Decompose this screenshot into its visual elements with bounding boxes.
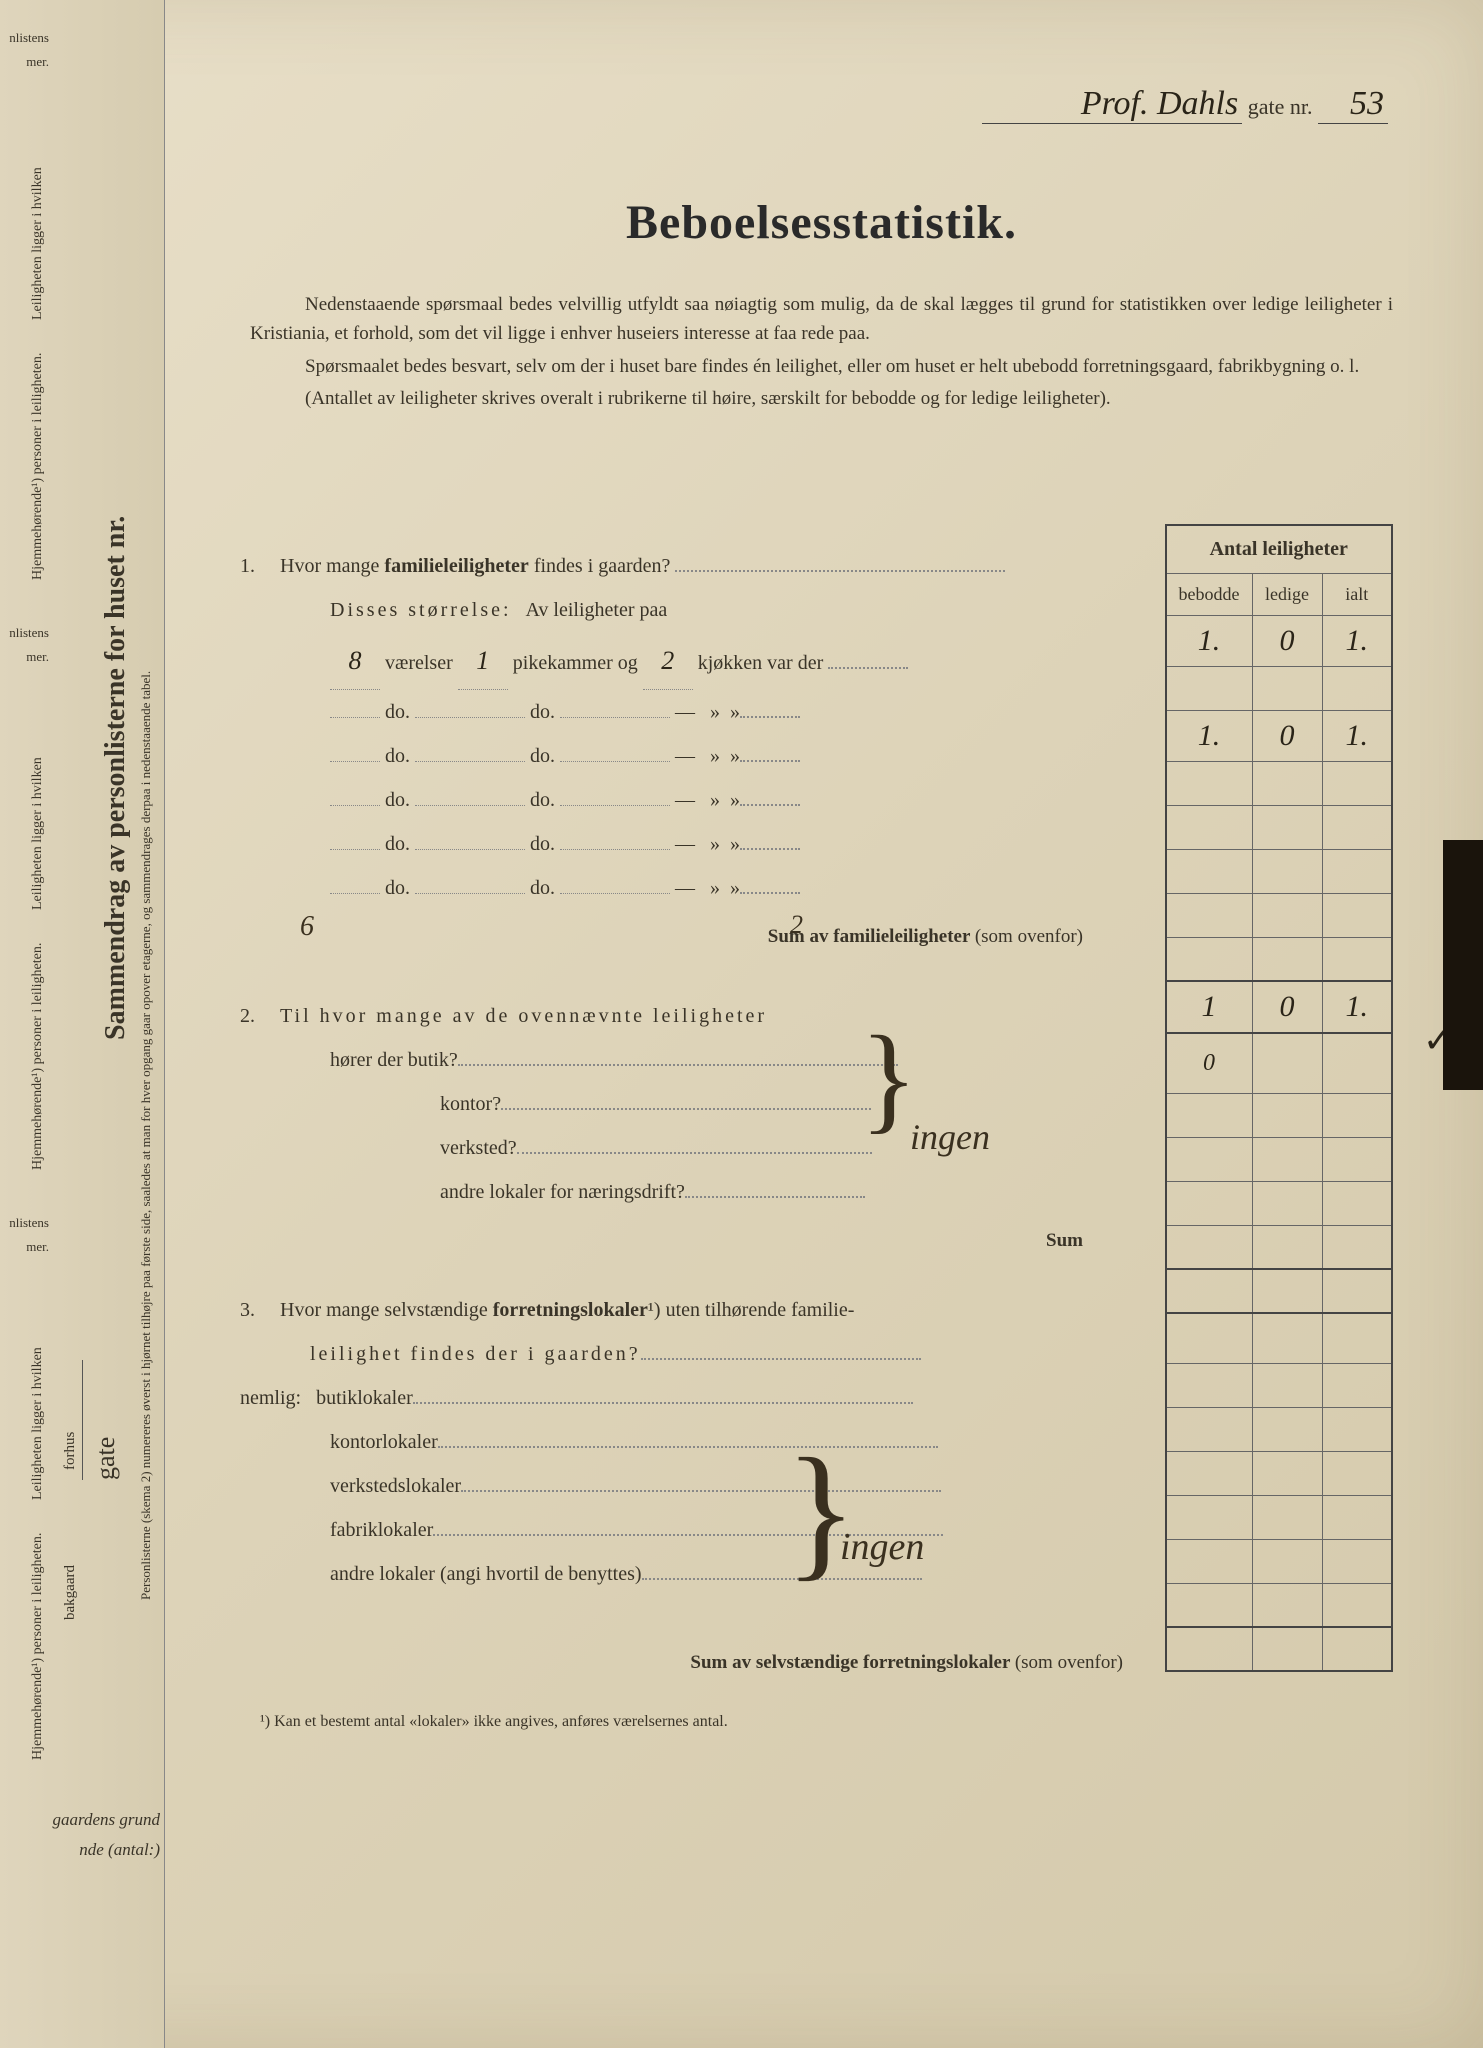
- address-line: Prof. Dahls gate nr. 53: [888, 85, 1388, 124]
- table-wrap: Antal leiligheter bebodde ledige ialt 1.…: [220, 544, 1423, 1684]
- col-ledige: ledige: [1252, 573, 1322, 615]
- margin-small-text: Personlisterne (skema 2) numereres øvers…: [138, 100, 154, 1600]
- margin-cell: mer.: [0, 54, 55, 70]
- page-title: Beboelsesstatistik.: [220, 195, 1423, 250]
- cell: 0: [1252, 710, 1322, 761]
- cell: 0: [1252, 615, 1322, 666]
- q2-ingen: ingen: [910, 1098, 990, 1177]
- q2-num: 2.: [240, 994, 280, 1038]
- margin-cell: Leiligheten ligger i hvilken: [30, 1320, 46, 1500]
- margin-note-2: 2: [790, 896, 803, 953]
- intro-p1: Nedenstaaende spørsmaal bedes velvillig …: [250, 290, 1393, 349]
- margin-cell: nlistens: [0, 30, 55, 46]
- margin-note-6: 6: [300, 896, 314, 958]
- gate-number-handwritten: 53: [1350, 85, 1384, 122]
- q1-num: 1.: [240, 544, 280, 588]
- dark-edge: [1443, 840, 1483, 1090]
- margin-cell: Hjemmehørende¹) personer i leiligheten.: [30, 940, 46, 1170]
- intro-p3: (Antallet av leiligheter skrives overalt…: [250, 384, 1393, 413]
- margin-cell: nlistens: [0, 625, 55, 641]
- q3-ingen: ingen: [840, 1506, 924, 1590]
- q3-nemlig: nemlig: butiklokaler } ingen: [240, 1376, 1423, 1420]
- margin-cell: Hjemmehørende¹) personer i leiligheten.: [30, 350, 46, 580]
- col-ialt: ialt: [1322, 573, 1392, 615]
- margin-cell: mer.: [0, 1239, 55, 1255]
- intro-p2: Spørsmaalet bedes besvart, selv om der i…: [250, 352, 1393, 381]
- margin-cell: Leiligheten ligger i hvilken: [30, 730, 46, 910]
- curly-brace: }: [860, 1018, 918, 1138]
- cell: 1.: [1322, 615, 1392, 666]
- q2-row: 2. Til hvor mange av de ovennævnte leili…: [240, 994, 1423, 1038]
- table-header: Antal leiligheter: [1166, 525, 1392, 574]
- margin-gaard: gaardens grund: [0, 1810, 160, 1830]
- margin-heading: Sammendrag av personlisterne for huset n…: [100, 140, 132, 1040]
- margin-cell: mer.: [0, 649, 55, 665]
- cell: [1166, 761, 1252, 805]
- margin-gate: gate: [82, 1360, 121, 1480]
- cell: [1166, 937, 1252, 981]
- margin-cell: Leiligheten ligger i hvilken: [30, 140, 46, 320]
- count-table: Antal leiligheter bebodde ledige ialt 1.…: [1165, 524, 1393, 1673]
- margin-antal: nde (antal:): [0, 1840, 160, 1860]
- street-name-handwritten: Prof. Dahls: [1081, 85, 1238, 122]
- margin-cell: Hjemmehørende¹) personer i leiligheten.: [30, 1530, 46, 1760]
- cell: 1.: [1322, 710, 1392, 761]
- footnote: ¹) Kan et bestemt antal «lokaler» ikke a…: [260, 1713, 1423, 1731]
- q3-num: 3.: [240, 1288, 280, 1332]
- document-page: Sammendrag av personlisterne for huset n…: [0, 0, 1483, 2048]
- gate-label: gate nr.: [1248, 94, 1313, 119]
- cell: 1.: [1166, 710, 1252, 761]
- room-row: do. do. — » » 6 2: [330, 866, 1423, 910]
- col-bebodde: bebodde: [1166, 573, 1252, 615]
- intro-text: Nedenstaaende spørsmaal bedes velvillig …: [250, 290, 1393, 414]
- left-margin-strip: Sammendrag av personlisterne for huset n…: [0, 0, 165, 2048]
- cell: [1166, 805, 1252, 849]
- cell: 1.: [1166, 615, 1252, 666]
- margin-cell: nlistens: [0, 1215, 55, 1231]
- q2-sub: hører der butik? } ingen: [330, 1038, 1423, 1082]
- margin-bakgaard: bakgaard: [62, 1480, 79, 1620]
- main-content: Prof. Dahls gate nr. 53 Beboelsesstatist…: [165, 0, 1483, 2048]
- margin-forhus: forhus: [62, 1350, 79, 1470]
